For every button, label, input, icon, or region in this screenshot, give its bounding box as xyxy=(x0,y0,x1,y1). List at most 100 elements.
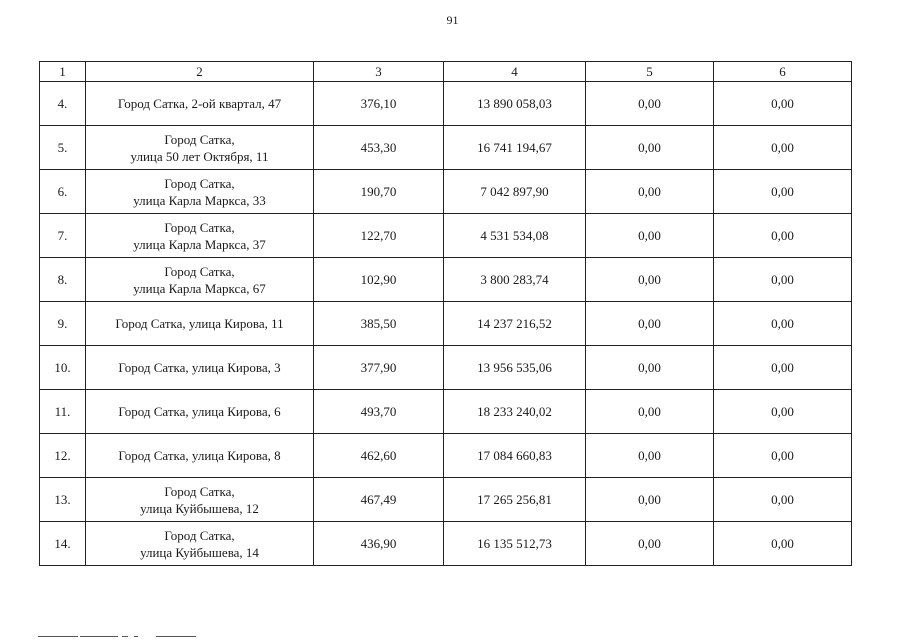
value-cell-3: 462,60 xyxy=(313,433,444,478)
address-line: улица 50 лет Октября, 11 xyxy=(130,148,269,164)
address-line: Город Сатка, xyxy=(164,527,235,543)
value-cell-3: 453,30 xyxy=(313,125,444,170)
column-header: 5 xyxy=(585,61,714,82)
row-number-cell: 7. xyxy=(39,213,86,258)
value-cell-6: 0,00 xyxy=(713,345,852,390)
address-line: Город Сатка, улица Кирова, 11 xyxy=(115,316,284,331)
table-row: 8. Город Сатка, улица Карла Маркса, 67 102,… xyxy=(39,257,852,302)
row-number-cell: 12. xyxy=(39,433,86,478)
address-cell: Город Сатка, улица Куйбышева, 14 xyxy=(85,521,314,566)
value-cell-3: 385,50 xyxy=(313,301,444,346)
value-cell-4: 13 890 058,03 xyxy=(443,81,586,126)
value-cell-3: 377,90 xyxy=(313,345,444,390)
address-cell: Город Сатка, улица Куйбышева, 12 xyxy=(85,477,314,522)
value-cell-5: 0,00 xyxy=(585,257,714,302)
value-cell-3: 190,70 xyxy=(313,169,444,214)
address-cell: Город Сатка, 2-ой квартал, 47 xyxy=(85,81,314,126)
address-line: улица Карла Маркса, 37 xyxy=(133,236,266,252)
address-cell: Город Сатка, улица Кирова, 6 xyxy=(85,389,314,434)
row-number-cell: 6. xyxy=(39,169,86,214)
address-line: Город Сатка, 2-ой квартал, 47 xyxy=(117,96,282,111)
address-cell: Город Сатка, улица Кирова, 11 xyxy=(85,301,314,346)
column-header: 4 xyxy=(443,61,586,82)
value-cell-6: 0,00 xyxy=(713,257,852,302)
table-row: 9. Город Сатка, улица Кирова, 11 385,50 14 … xyxy=(39,301,852,346)
address-line: улица Карла Маркса, 67 xyxy=(133,280,266,296)
table-row: 7. Город Сатка, улица Карла Маркса, 37 122,… xyxy=(39,213,852,258)
table-body: 4. Город Сатка, 2-ой квартал, 47 376,10 13 … xyxy=(39,81,852,566)
column-header: 6 xyxy=(713,61,852,82)
value-cell-5: 0,00 xyxy=(585,301,714,346)
data-table: 1 2 3 4 5 6 4. Город Сатка, 2-ой квартал,… xyxy=(39,61,852,566)
value-cell-5: 0,00 xyxy=(585,477,714,522)
value-cell-4: 3 800 283,74 xyxy=(443,257,586,302)
value-cell-5: 0,00 xyxy=(585,81,714,126)
table-row: 5. Город Сатка, улица 50 лет Октября, 11 45… xyxy=(39,125,852,170)
address-line: Город Сатка, xyxy=(164,219,235,235)
value-cell-6: 0,00 xyxy=(713,213,852,258)
address-line: Город Сатка, улица Кирова, 6 xyxy=(118,404,281,419)
footer-mark xyxy=(134,636,138,637)
value-cell-4: 14 237 216,52 xyxy=(443,301,586,346)
address-cell: Город Сатка, улица Кирова, 8 xyxy=(85,433,314,478)
footer-mark xyxy=(122,636,128,637)
table-row: 10. Город Сатка, улица Кирова, 3 377,90 13 … xyxy=(39,345,852,390)
table-row: 11. Город Сатка, улица Кирова, 6 493,70 18 … xyxy=(39,389,852,434)
value-cell-3: 122,70 xyxy=(313,213,444,258)
table-header-row: 1 2 3 4 5 6 xyxy=(39,61,852,82)
value-cell-6: 0,00 xyxy=(713,389,852,434)
address-cell: Город Сатка, улица Карла Маркса, 37 xyxy=(85,213,314,258)
value-cell-5: 0,00 xyxy=(585,389,714,434)
value-cell-3: 102,90 xyxy=(313,257,444,302)
table-row: 4. Город Сатка, 2-ой квартал, 47 376,10 13 … xyxy=(39,81,852,126)
value-cell-5: 0,00 xyxy=(585,169,714,214)
footer-mark xyxy=(156,636,196,637)
column-header: 1 xyxy=(39,61,86,82)
row-number-cell: 13. xyxy=(39,477,86,522)
address-cell: Город Сатка, улица 50 лет Октября, 11 xyxy=(85,125,314,170)
row-number-cell: 9. xyxy=(39,301,86,346)
value-cell-3: 436,90 xyxy=(313,521,444,566)
value-cell-3: 493,70 xyxy=(313,389,444,434)
row-number-cell: 10. xyxy=(39,345,86,390)
address-line: Город Сатка, xyxy=(164,483,235,499)
table-row: 12. Город Сатка, улица Кирова, 8 462,60 17 … xyxy=(39,433,852,478)
value-cell-4: 17 084 660,83 xyxy=(443,433,586,478)
address-cell: Город Сатка, улица Кирова, 3 xyxy=(85,345,314,390)
address-cell: Город Сатка, улица Карла Маркса, 67 xyxy=(85,257,314,302)
value-cell-3: 467,49 xyxy=(313,477,444,522)
value-cell-4: 4 531 534,08 xyxy=(443,213,586,258)
value-cell-4: 17 265 256,81 xyxy=(443,477,586,522)
address-line: Город Сатка, xyxy=(164,263,235,279)
row-number-cell: 5. xyxy=(39,125,86,170)
value-cell-6: 0,00 xyxy=(713,81,852,126)
value-cell-6: 0,00 xyxy=(713,301,852,346)
column-header: 3 xyxy=(313,61,444,82)
value-cell-3: 376,10 xyxy=(313,81,444,126)
value-cell-4: 7 042 897,90 xyxy=(443,169,586,214)
footer-mark xyxy=(38,636,78,637)
address-line: Город Сатка, xyxy=(164,131,235,147)
address-line: Город Сатка, улица Кирова, 8 xyxy=(118,448,281,463)
address-line: Город Сатка, улица Кирова, 3 xyxy=(118,360,281,375)
value-cell-4: 16 741 194,67 xyxy=(443,125,586,170)
address-line: Город Сатка, xyxy=(164,175,235,191)
address-line: улица Куйбышева, 12 xyxy=(140,500,259,516)
column-header: 2 xyxy=(85,61,314,82)
value-cell-4: 16 135 512,73 xyxy=(443,521,586,566)
table-row: 14. Город Сатка, улица Куйбышева, 14 436,90… xyxy=(39,521,852,566)
row-number-cell: 14. xyxy=(39,521,86,566)
value-cell-6: 0,00 xyxy=(713,125,852,170)
page-number: 91 xyxy=(446,13,459,27)
address-line: улица Карла Маркса, 33 xyxy=(133,192,266,208)
value-cell-6: 0,00 xyxy=(713,433,852,478)
value-cell-6: 0,00 xyxy=(713,521,852,566)
address-cell: Город Сатка, улица Карла Маркса, 33 xyxy=(85,169,314,214)
footer-mark xyxy=(80,636,118,637)
address-line: улица Куйбышева, 14 xyxy=(140,544,259,560)
value-cell-5: 0,00 xyxy=(585,345,714,390)
value-cell-5: 0,00 xyxy=(585,521,714,566)
value-cell-6: 0,00 xyxy=(713,477,852,522)
value-cell-6: 0,00 xyxy=(713,169,852,214)
row-number-cell: 4. xyxy=(39,81,86,126)
